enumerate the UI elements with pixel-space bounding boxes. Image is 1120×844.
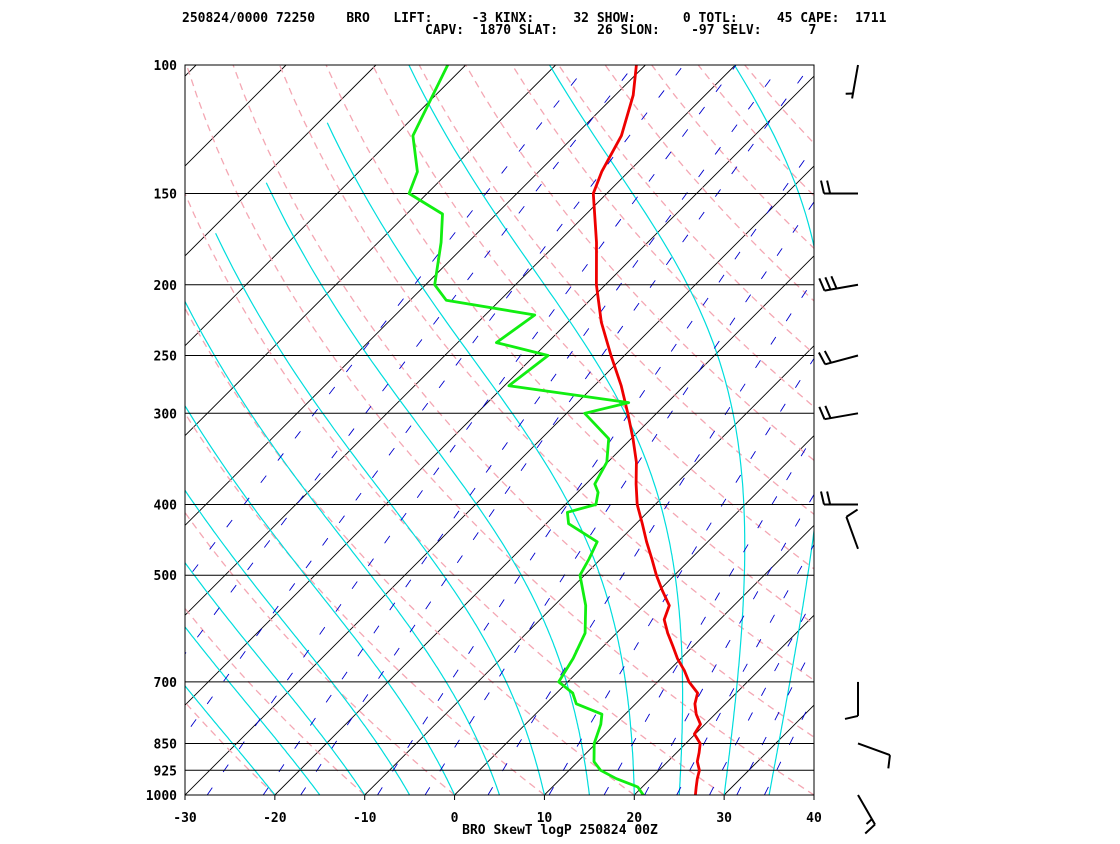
wind-barb bbox=[846, 510, 858, 549]
mixing-ratio-line bbox=[488, 0, 1071, 795]
isotherm-line bbox=[95, 65, 825, 795]
wind-barbs bbox=[819, 65, 890, 834]
y-tick-label: 1000 bbox=[146, 789, 177, 804]
mixing-ratio-line bbox=[737, 0, 1120, 795]
moist-adiabat bbox=[266, 183, 589, 795]
wind-barb bbox=[819, 351, 858, 364]
moist-adiabat bbox=[734, 65, 826, 795]
isotherm-line bbox=[0, 65, 376, 795]
profiles bbox=[409, 65, 700, 795]
x-tick-label: -10 bbox=[353, 811, 377, 826]
barb-flag bbox=[831, 276, 836, 288]
mixing-ratio-line bbox=[207, 0, 859, 795]
isotherm-line bbox=[0, 65, 286, 795]
moist-adiabat bbox=[409, 65, 683, 795]
barb-half-flag bbox=[866, 819, 871, 824]
x-tick-label: -20 bbox=[263, 811, 287, 826]
barb-flag bbox=[825, 351, 831, 363]
wind-barb bbox=[846, 65, 858, 98]
barb-flag bbox=[825, 406, 830, 418]
barb-flag bbox=[865, 824, 875, 833]
isotherm-line bbox=[0, 65, 106, 795]
moist-adiabat bbox=[814, 65, 936, 795]
wind-barb bbox=[845, 682, 858, 719]
y-tick-label: 500 bbox=[154, 569, 178, 584]
isotherm-line bbox=[275, 65, 1005, 795]
mixing-ratio-line bbox=[677, 0, 1120, 795]
y-tick-label: 300 bbox=[154, 407, 178, 422]
mixing-ratio-line bbox=[645, 0, 1120, 795]
y-tick-label: 200 bbox=[154, 279, 178, 294]
y-tick-label: 850 bbox=[154, 737, 178, 752]
mixing-ratio-line bbox=[764, 0, 1120, 795]
barb-shaft bbox=[846, 517, 858, 549]
wind-barb bbox=[819, 276, 858, 290]
isotherm-line bbox=[0, 65, 16, 795]
barb-flag bbox=[819, 353, 825, 365]
isotherm-line bbox=[634, 65, 1120, 795]
moist-adiabat bbox=[216, 233, 545, 795]
moist-adiabat bbox=[136, 315, 455, 795]
barb-shaft bbox=[858, 743, 890, 755]
barb-flag bbox=[825, 277, 830, 289]
isotherm-line bbox=[904, 65, 1120, 795]
moist-adiabat bbox=[100, 343, 409, 795]
isotherm-line bbox=[724, 65, 1120, 795]
isotherm-line bbox=[455, 65, 1120, 795]
y-tick-label: 100 bbox=[154, 59, 178, 74]
chart-title: BRO SkewT logP 250824 00Z bbox=[462, 823, 658, 838]
barb-flag bbox=[846, 510, 857, 517]
barb-flag bbox=[819, 278, 824, 290]
mixing-ratio-line bbox=[549, 0, 1116, 795]
barb-flag bbox=[888, 755, 890, 768]
y-tick-label: 150 bbox=[154, 188, 178, 203]
y-tick-label: 700 bbox=[154, 676, 178, 691]
wind-barb bbox=[858, 743, 890, 768]
y-tick-label: 400 bbox=[154, 499, 178, 514]
wind-barb bbox=[858, 795, 875, 834]
isotherm-line bbox=[185, 65, 915, 795]
temperature-profile bbox=[593, 65, 700, 795]
isotherm-line bbox=[365, 65, 1095, 795]
moist-adiabat bbox=[71, 374, 365, 795]
barb-flag bbox=[821, 181, 824, 194]
mixing-ratio-line bbox=[425, 0, 1024, 795]
barb-flag bbox=[821, 492, 824, 505]
isotherm-line bbox=[0, 65, 466, 795]
wind-barb bbox=[821, 492, 858, 505]
dewpoint-profile bbox=[409, 65, 643, 795]
wind-barb bbox=[819, 406, 858, 419]
wind-barb bbox=[821, 181, 858, 194]
mixing-ratio-line bbox=[24, 0, 717, 795]
x-tick-label: -30 bbox=[173, 811, 197, 826]
x-tick-label: 30 bbox=[716, 811, 732, 826]
barb-flag bbox=[819, 407, 824, 419]
isotherm-line bbox=[814, 65, 1120, 795]
isotherm-line bbox=[0, 65, 645, 795]
x-tick-label: 0 bbox=[451, 811, 459, 826]
y-tick-label: 925 bbox=[154, 764, 177, 779]
x-tick-label: 40 bbox=[806, 811, 822, 826]
moist-adiabat bbox=[43, 403, 319, 795]
barb-flag bbox=[827, 492, 830, 505]
header-line-2: CAPV: 1870 SLAT: 26 SLON: -97 SELV: 7 bbox=[425, 23, 816, 38]
isotherm-line bbox=[0, 65, 556, 795]
y-tick-label: 250 bbox=[154, 349, 178, 364]
barb-flag bbox=[845, 716, 858, 719]
barb-flag bbox=[827, 181, 830, 194]
